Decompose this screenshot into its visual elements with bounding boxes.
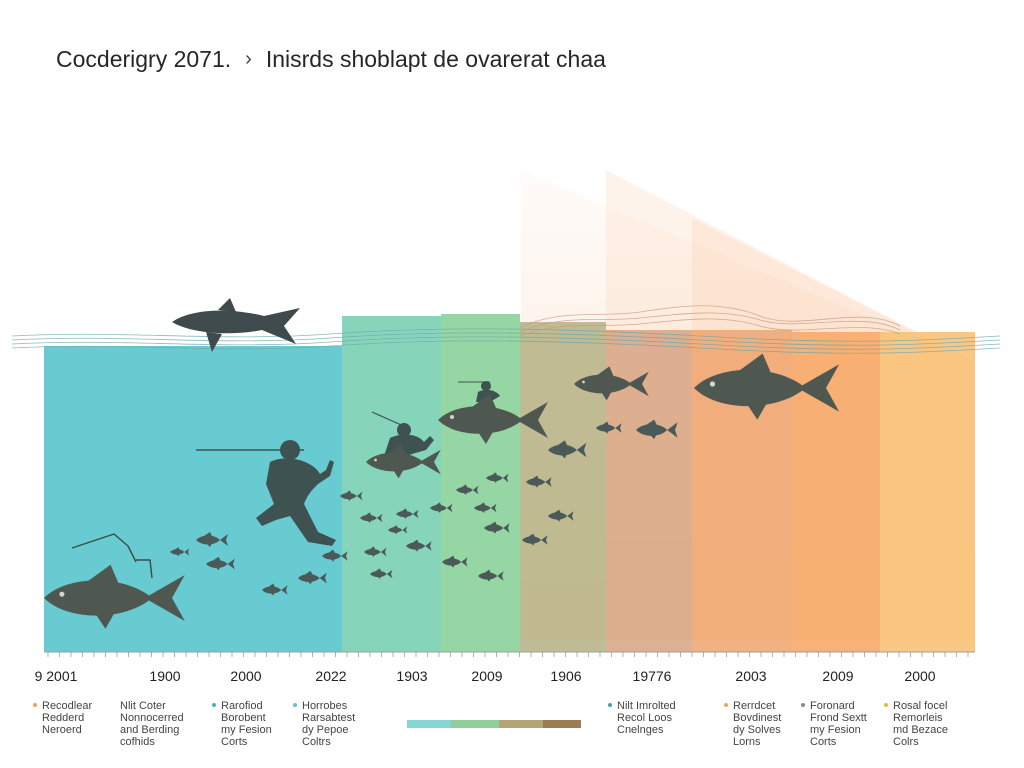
legend-item: Nilt Imrolted Recol Loos Cnelnges [608, 700, 676, 736]
timeline-label: 1900 [149, 668, 181, 684]
diver-icon [196, 440, 336, 546]
timeline-label: 2022 [315, 668, 347, 684]
timeline-label: 2003 [735, 668, 767, 684]
legend-item: Rarofiod Borobent my Fesion Corts [212, 700, 272, 748]
legend-dot [724, 703, 728, 707]
title-right: Inisrds shoblapt de ovarerat chaa [265, 46, 606, 72]
legend-item: Nlit Coter Nonnocerred and Berding cofhi… [120, 700, 184, 748]
timeline-label: 2009 [822, 668, 854, 684]
legend-dot [884, 703, 888, 707]
legend-dot [212, 703, 216, 707]
legend-bar-segment [407, 720, 451, 728]
legend-item: Horrobes Rarsabtest dy Pepoe Coltrs [293, 700, 356, 748]
timeline-label: 2000 [230, 668, 262, 684]
legend-text: Rarofiod Borobent my Fesion Corts [221, 700, 272, 748]
legend-text: Rerrdcet Bovdinest dy Solves Lorns [733, 700, 782, 748]
time-band [342, 316, 441, 652]
time-band [520, 322, 606, 652]
legend-dot [293, 703, 297, 707]
title-left: Cocderigry 2071. [56, 46, 232, 72]
legend-item: Rosal focel Remorleis md Bezace Colrs [884, 700, 949, 748]
legend-bar-segment [499, 720, 543, 728]
shark-icon [172, 298, 300, 352]
timeline-label: 19776 [632, 668, 672, 684]
legend-text: Rosal focel Remorleis md Bezace Colrs [893, 700, 949, 748]
water-surface [11, 305, 1001, 354]
legend-dot [801, 703, 805, 707]
timeline-label: 1906 [550, 668, 582, 684]
legend-dot [608, 703, 612, 707]
legend-text: Nlit Coter Nonnocerred and Berding cofhi… [120, 700, 184, 748]
legend-text: Horrobes Rarsabtest dy Pepoe Coltrs [302, 700, 356, 748]
timeline-label: 2009 [471, 668, 503, 684]
legend-color-bar [407, 720, 581, 728]
timeline-label: 1903 [396, 668, 428, 684]
timeline-axis [44, 651, 975, 657]
timeline-label: 9 2001 [34, 668, 78, 684]
timeline-label: 2000 [904, 668, 936, 684]
time-bands [44, 314, 975, 652]
page-title: Cocderigry 2071. › Inisrds shoblapt de o… [56, 46, 606, 73]
legend-item: Rerrdcet Bovdinest dy Solves Lorns [724, 700, 782, 748]
fishing-rod-icon [71, 533, 153, 579]
legend-text: Recodlear Redderd Neroerd [42, 700, 93, 736]
chevron-right-icon: › [245, 48, 252, 70]
legend-bar-segment [451, 720, 499, 728]
legend-item: Recodlear Redderd Neroerd [33, 700, 93, 736]
legend-text: Foronard Frond Sextt my Fesion Corts [810, 700, 867, 748]
time-band [792, 332, 880, 652]
legend-dot [33, 703, 37, 707]
legend-text: Nilt Imrolted Recol Loos Cnelnges [617, 700, 676, 736]
legend-item: Foronard Frond Sextt my Fesion Corts [801, 700, 867, 748]
legend-bar-segment [543, 720, 581, 728]
time-band [441, 314, 520, 652]
time-band [880, 332, 975, 652]
